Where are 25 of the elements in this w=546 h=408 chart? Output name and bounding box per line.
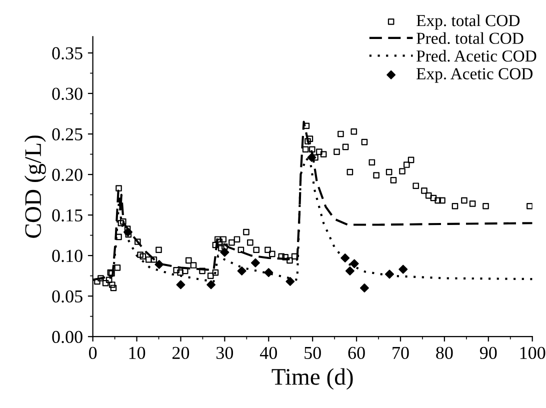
x-axis-title: Time (d): [272, 368, 353, 390]
y-tick-label: 0.35: [52, 47, 82, 60]
x-tick-label: 60: [348, 346, 365, 360]
legend-label: Exp. total COD: [416, 14, 520, 30]
legend-label: Pred. Acetic COD: [416, 50, 536, 62]
x-tick-label: 100: [520, 346, 546, 360]
x-tick-label: 50: [304, 346, 321, 360]
legend-label: Exp. Acetic COD: [416, 68, 533, 83]
y-tick-label: 0.25: [52, 128, 82, 140]
x-tick-label: 70: [392, 346, 409, 360]
y-tick-label: 0.20: [52, 168, 82, 182]
y-tick-label: 0.30: [52, 88, 82, 100]
y-tick-label: 0.15: [52, 209, 82, 222]
y-axis-title: COD (g/L): [24, 136, 46, 238]
y-tick-label: 0.00: [52, 330, 82, 344]
x-tick-label: 0: [88, 346, 97, 360]
x-tick-label: 90: [480, 346, 497, 360]
x-tick-label: 20: [172, 346, 190, 360]
x-tick-label: 10: [129, 346, 146, 360]
y-tick-label: 0.05: [52, 290, 82, 303]
legend-label: Pred. total COD: [416, 32, 524, 44]
x-tick-label: 80: [436, 346, 453, 360]
x-tick-label: 30: [216, 346, 234, 360]
x-tick-label: 40: [260, 346, 277, 360]
y-tick-label: 0.10: [52, 250, 82, 262]
